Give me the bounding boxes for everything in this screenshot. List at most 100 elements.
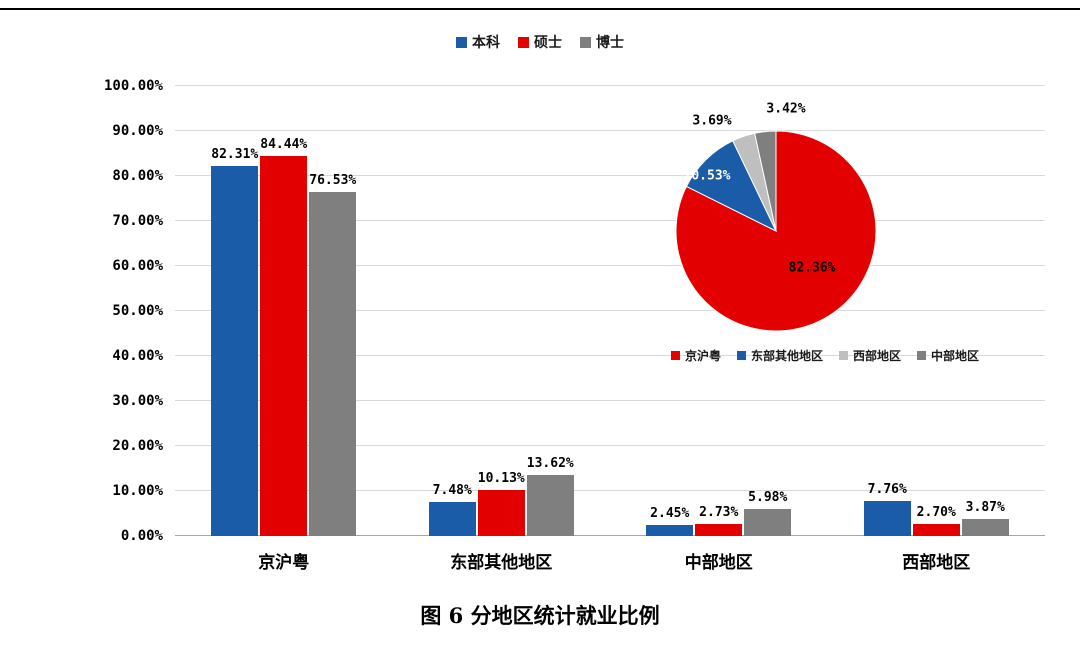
bar-本科-东部其他地区 — [428, 502, 476, 536]
figure-caption: 图 6 分地区统计就业比例 — [420, 603, 660, 628]
bar-value-label: 2.70% — [916, 504, 956, 520]
bar-博士-东部其他地区 — [526, 474, 574, 536]
gridlines — [175, 85, 1045, 536]
legend-label: 东部其他地区 — [750, 349, 823, 363]
bar-value-label: 84.44% — [260, 137, 308, 152]
page-divider-rule — [0, 8, 1080, 10]
bar-硕士-京沪粤 — [260, 156, 308, 536]
bar-column: 5.98% — [743, 86, 792, 536]
pie-legend-item-中部地区: 中部地区 — [917, 347, 979, 364]
legend-label: 西部地区 — [853, 349, 902, 363]
bar-column: 13.62% — [526, 86, 575, 536]
legend-label: 博士 — [596, 35, 624, 51]
legend-label: 硕士 — [534, 35, 562, 51]
pie-chart: 82.36% 10.53% 3.69% 3.42% 京沪粤 东部其他地区 西部地区 中… — [615, 100, 1035, 375]
legend-label: 京沪粤 — [684, 349, 721, 363]
bar-chart-x-axis: 京沪粤 东部其他地区 中部地区 西部地区 — [175, 548, 1045, 573]
gridline — [175, 355, 1045, 356]
y-axis-tick-label: 10.00% — [112, 483, 163, 499]
bar-column: 84.44% — [259, 86, 308, 536]
bar-value-label: 7.48% — [432, 483, 472, 499]
bar-硕士-西部地区 — [912, 523, 960, 536]
gridline — [175, 445, 1045, 446]
bar-value-label: 5.98% — [748, 490, 788, 506]
gridline — [175, 85, 1045, 86]
bar-博士-中部地区 — [744, 509, 792, 536]
pie-chart-graphic — [675, 130, 877, 332]
bar-value-label: 2.45% — [650, 506, 690, 521]
bar-value-label: 10.13% — [477, 471, 525, 487]
bar-column: 76.53% — [308, 86, 357, 536]
y-axis-tick-label: 0.00% — [120, 528, 163, 544]
bar-column: 2.45% — [645, 86, 694, 536]
gridline — [175, 535, 1045, 536]
legend-label: 中部地区 — [931, 349, 980, 363]
x-axis-category-label: 中部地区 — [684, 553, 753, 573]
bar-硕士-东部其他地区 — [477, 490, 525, 536]
bar-column: 3.87% — [961, 86, 1010, 536]
gridline — [175, 220, 1045, 221]
bar-chart-plot-area: 82.31% 84.44% 76.53% 7.48% 10.13% 13.62% 2.45%… — [175, 85, 1045, 536]
bar-value-label: 82.31% — [211, 146, 259, 162]
y-axis-tick-label: 60.00% — [112, 258, 163, 274]
y-axis-tick-label: 30.00% — [112, 393, 163, 409]
gridline — [175, 175, 1045, 176]
bar-博士-西部地区 — [961, 518, 1009, 536]
bar-column: 2.73% — [694, 86, 743, 536]
y-axis-tick-label: 70.00% — [112, 213, 163, 229]
bar-value-label: 76.53% — [309, 172, 357, 188]
bar-column: 2.70% — [912, 86, 961, 536]
y-axis-tick-label: 50.00% — [112, 303, 163, 319]
legend-swatch — [518, 36, 529, 48]
x-axis-category-label: 东部其他地区 — [450, 553, 553, 573]
legend-swatch — [736, 351, 746, 360]
legend-swatch — [839, 351, 848, 360]
gridline — [175, 400, 1045, 401]
legend-swatch — [580, 36, 591, 48]
bar-legend-item-本科: 本科 — [456, 32, 500, 52]
bar-groups: 82.31% 84.44% 76.53% 7.48% 10.13% 13.62% 2.45%… — [175, 86, 1045, 536]
bar-column: 10.13% — [477, 86, 526, 536]
pie-legend-item-东部其他地区: 东部其他地区 — [736, 347, 823, 364]
bar-value-label: 2.73% — [699, 504, 739, 520]
gridline — [175, 310, 1045, 311]
pie-legend-item-西部地区: 西部地区 — [839, 347, 901, 364]
bar-group-中部地区: 2.45% 2.73% 5.98% — [645, 86, 792, 536]
y-axis-tick-label: 100.00% — [103, 78, 163, 94]
y-axis-tick-label: 40.00% — [112, 348, 163, 364]
bar-硕士-中部地区 — [695, 523, 743, 536]
gridline — [175, 130, 1045, 131]
y-axis-tick-label: 20.00% — [112, 438, 163, 454]
bar-本科-京沪粤 — [211, 165, 259, 536]
x-axis-category-label: 西部地区 — [902, 553, 971, 573]
pie-value-label-xibu: 3.69% — [692, 113, 732, 129]
bar-group-东部其他地区: 7.48% 10.13% 13.62% — [428, 86, 575, 536]
bar-本科-中部地区 — [646, 525, 694, 536]
y-axis-tick-label: 80.00% — [112, 168, 163, 184]
legend-label: 本科 — [472, 35, 500, 51]
bar-chart-legend: 本科 硕士 博士 — [0, 32, 1080, 52]
y-axis-tick-label: 90.00% — [112, 123, 163, 139]
bar-本科-西部地区 — [863, 501, 911, 536]
gridline — [175, 490, 1045, 491]
legend-swatch — [456, 36, 467, 48]
gridline — [175, 265, 1045, 266]
bar-博士-京沪粤 — [309, 191, 357, 536]
pie-chart-legend: 京沪粤 东部其他地区 西部地区 中部地区 — [615, 347, 1035, 364]
bar-value-label: 7.76% — [867, 482, 907, 498]
pie-value-label-zhongbu: 3.42% — [766, 101, 806, 117]
bar-value-label: 13.62% — [526, 455, 574, 471]
bar-group-西部地区: 7.76% 2.70% 3.87% — [863, 86, 1010, 536]
bar-column: 82.31% — [210, 86, 259, 536]
pie-value-label-jinghuyue: 82.36% — [788, 260, 836, 276]
pie-legend-item-京沪粤: 京沪粤 — [670, 347, 721, 364]
x-axis-category-label: 京沪粤 — [258, 553, 310, 573]
legend-swatch — [917, 351, 927, 360]
pie-slice-中部地区 — [754, 130, 777, 232]
bar-group-京沪粤: 82.31% 84.44% 76.53% — [210, 86, 357, 536]
bar-chart-y-axis: 0.00% 10.00% 20.00% 30.00% 40.00% 50.00% 60.00… — [0, 78, 163, 544]
bar-column: 7.48% — [428, 86, 477, 536]
bar-value-label: 3.87% — [965, 499, 1005, 515]
bar-legend-item-硕士: 硕士 — [518, 32, 562, 52]
